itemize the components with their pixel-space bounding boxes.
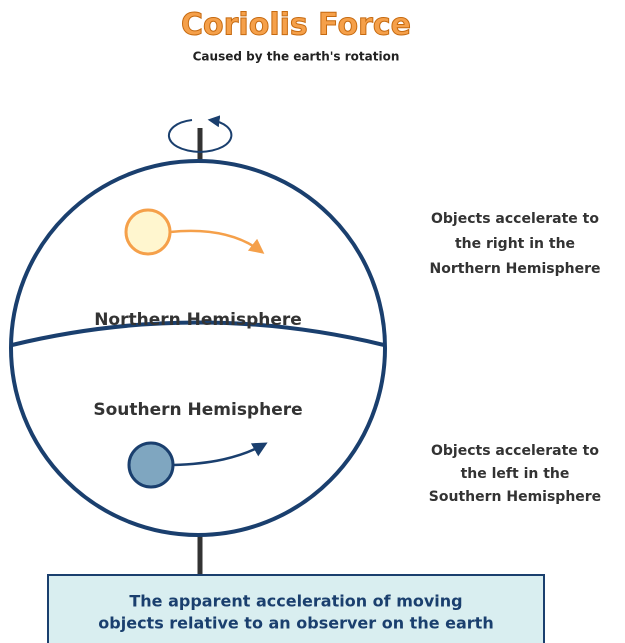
south-note: Southern Hemisphere	[429, 489, 601, 505]
globe	[11, 161, 385, 535]
title: Coriolis Force	[181, 8, 411, 43]
south-object	[129, 443, 173, 487]
north-note: the right in the	[455, 236, 575, 252]
north-object	[126, 210, 170, 254]
diagram: Coriolis Force Caused by the earth's rot…	[0, 0, 625, 643]
northern-label: Northern Hemisphere	[94, 310, 302, 330]
caption-line: objects relative to an observer on the e…	[98, 614, 493, 633]
subtitle: Caused by the earth's rotation	[193, 50, 400, 64]
south-note: Objects accelerate to	[431, 443, 599, 459]
north-note: Objects accelerate to	[431, 211, 599, 227]
north-note: Northern Hemisphere	[430, 261, 601, 277]
southern-label: Southern Hemisphere	[93, 400, 302, 420]
south-note: the left in the	[461, 466, 570, 482]
caption-line: The apparent acceleration of moving	[129, 592, 462, 611]
